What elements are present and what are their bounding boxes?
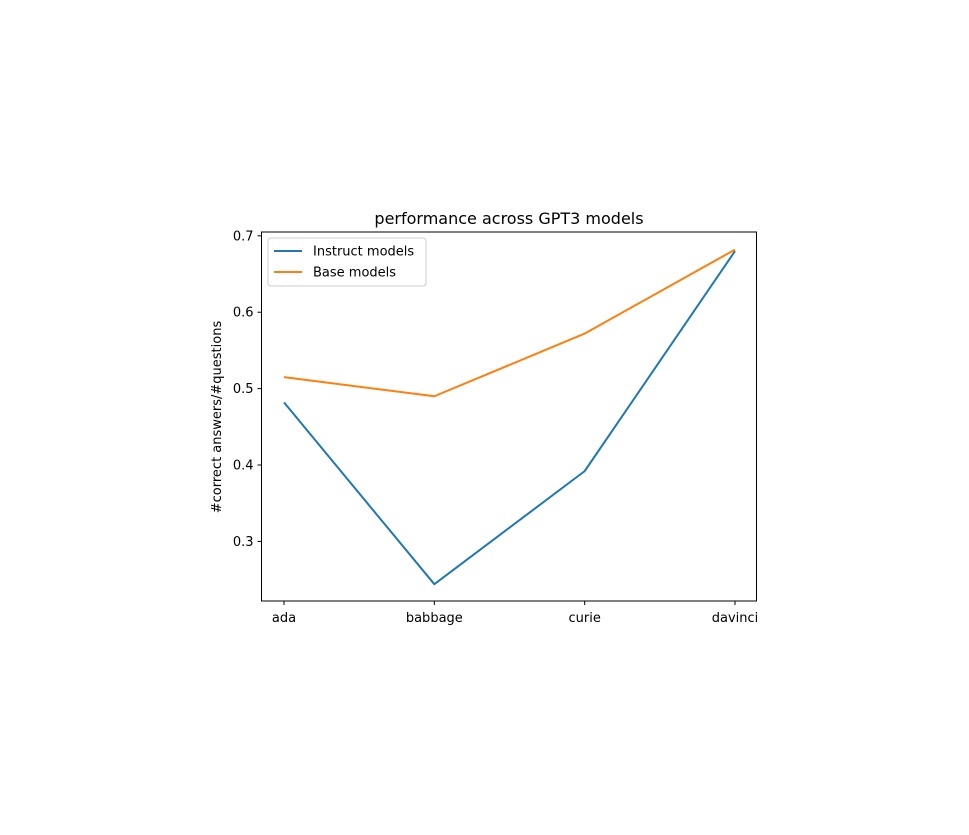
y-axis-ticks: 0.3 0.4 0.5 0.6 0.7 [233,229,262,550]
series-line-1 [283,250,736,586]
legend: Instruct models Base models [267,237,427,287]
x-tick-label: ada [272,611,296,626]
chart-title: performance across GPT3 models [374,209,643,228]
y-tick-label: 0.3 [233,535,254,550]
x-tick-label: curie [568,611,600,626]
y-tick-label: 0.6 [233,306,254,321]
x-tick-label: davinci [712,611,759,626]
series-line-2 [283,248,736,398]
legend-box [267,237,427,287]
x-tick-label: babbage [406,611,463,626]
y-tick-label: 0.4 [233,459,254,474]
legend-label: Instruct models [313,245,414,260]
y-tick-label: 0.7 [233,229,254,244]
x-axis-ticks: ada babbage curie davinci [272,601,758,626]
y-tick-label: 0.5 [233,382,254,397]
plot-frame [261,231,757,602]
legend-label: Base models [313,266,396,281]
y-axis-label: #correct answers/#questions [210,321,225,514]
series-lines [283,248,736,586]
